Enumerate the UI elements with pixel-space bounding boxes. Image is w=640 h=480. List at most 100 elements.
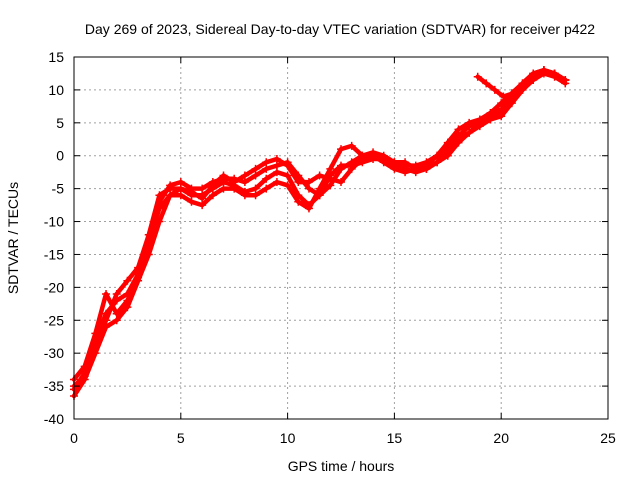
data-point — [112, 309, 121, 318]
data-point — [294, 197, 303, 206]
data-point — [262, 174, 271, 183]
data-point — [283, 171, 292, 180]
data-point — [529, 72, 538, 81]
y-tick-label: 15 — [48, 49, 64, 65]
data-point — [283, 161, 292, 170]
data-point — [102, 289, 111, 298]
data-point — [337, 178, 345, 187]
data-point — [326, 174, 335, 183]
y-tick-label: 0 — [56, 148, 64, 164]
data-point — [219, 171, 228, 180]
data-point — [91, 342, 100, 351]
data-point — [550, 69, 559, 78]
data-point — [240, 191, 249, 200]
data-point — [482, 79, 491, 88]
data-point — [518, 82, 527, 91]
data-point — [304, 178, 313, 187]
data-point — [304, 204, 313, 213]
x-tick-label: 25 — [600, 430, 616, 446]
series-layer — [70, 66, 570, 400]
data-point — [422, 164, 431, 173]
data-point — [473, 72, 482, 81]
data-point — [187, 187, 196, 196]
data-point — [134, 273, 143, 282]
data-point — [347, 141, 356, 150]
data-point — [358, 155, 367, 164]
plot-frame — [73, 56, 609, 420]
data-point — [272, 168, 281, 177]
y-tick-label: -35 — [44, 378, 64, 394]
data-point — [337, 145, 345, 154]
x-tick-label: 5 — [177, 430, 185, 446]
data-point — [251, 164, 260, 173]
data-point — [294, 178, 303, 187]
data-point — [379, 155, 388, 164]
y-tick-label: -20 — [44, 279, 64, 295]
data-point — [497, 99, 506, 108]
data-point — [433, 158, 442, 167]
data-point — [262, 184, 271, 193]
data-point — [102, 316, 111, 325]
data-point — [499, 92, 508, 101]
data-point — [510, 89, 519, 98]
data-point — [497, 108, 506, 117]
y-tick-label: -5 — [52, 181, 65, 197]
series-track-5 — [473, 67, 570, 101]
data-point — [112, 289, 121, 298]
y-tick-label: -30 — [44, 345, 64, 361]
data-point — [390, 158, 399, 167]
data-point — [123, 276, 132, 285]
y-tick-label: 10 — [48, 82, 64, 98]
data-point — [91, 329, 100, 338]
y-tick-label: -25 — [44, 312, 64, 328]
data-point — [123, 296, 132, 305]
data-point — [443, 141, 452, 150]
y-tick-label: -15 — [44, 246, 64, 262]
data-point — [155, 191, 164, 200]
y-tick-label: -10 — [44, 214, 64, 230]
series-track-3 — [70, 66, 570, 384]
data-point — [219, 184, 228, 193]
data-point — [315, 184, 324, 193]
data-point — [369, 151, 378, 160]
x-tick-label: 20 — [493, 430, 509, 446]
x-axis-label: GPS time / hours — [288, 458, 395, 474]
data-point — [401, 158, 410, 167]
data-point — [486, 108, 495, 117]
data-point — [144, 230, 153, 239]
data-point — [208, 191, 217, 200]
data-point — [465, 128, 474, 137]
data-point — [187, 197, 196, 206]
data-point — [490, 85, 499, 94]
chart-title: Day 269 of 2023, Sidereal Day-to-day VTE… — [85, 21, 595, 37]
data-point — [315, 171, 324, 180]
data-point — [176, 184, 185, 193]
data-point — [262, 158, 271, 167]
data-point — [475, 118, 484, 127]
data-point — [240, 171, 249, 180]
data-point — [454, 138, 463, 147]
data-point — [443, 151, 452, 160]
data-point — [230, 178, 239, 187]
data-point — [539, 67, 548, 76]
ticks: 0 5 10 15 20 25 -40 -35 -30 -25 -20 -15 -10 -5 0 5 10 15 — [44, 49, 616, 446]
data-point — [251, 191, 260, 200]
data-point — [134, 263, 143, 272]
data-point — [198, 194, 207, 203]
y-tick-label: 5 — [56, 115, 64, 131]
data-point — [272, 155, 281, 164]
data-point — [208, 181, 217, 190]
data-point — [166, 184, 175, 193]
grid — [74, 57, 608, 419]
data-point — [411, 164, 420, 173]
data-point — [283, 181, 292, 190]
series-line — [475, 69, 568, 99]
data-point — [347, 164, 356, 173]
x-tick-label: 10 — [280, 430, 296, 446]
data-point — [337, 161, 345, 170]
data-point — [326, 164, 335, 173]
x-tick-label: 0 — [70, 430, 78, 446]
x-tick-label: 15 — [387, 430, 403, 446]
y-axis-label: SDTVAR / TECUs — [5, 182, 21, 294]
